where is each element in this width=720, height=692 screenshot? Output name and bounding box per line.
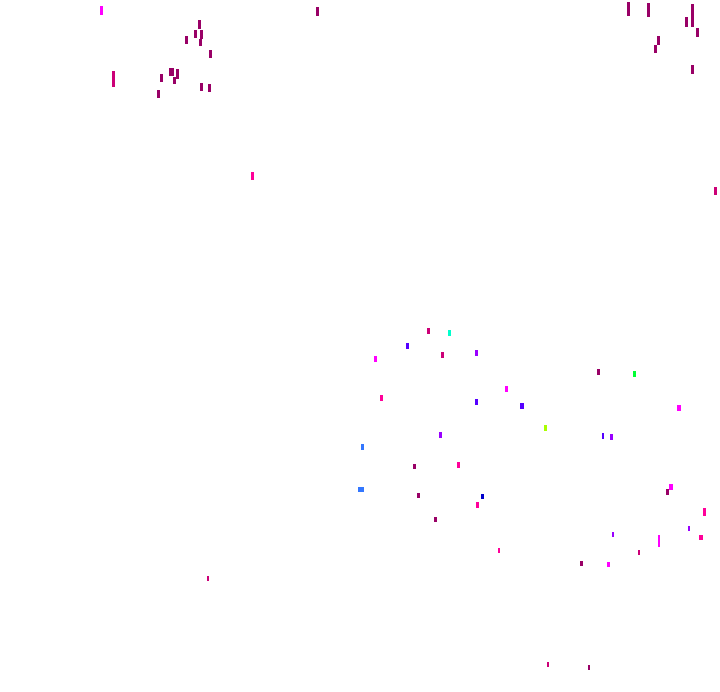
color-mark (169, 68, 174, 76)
color-mark (439, 432, 442, 438)
color-mark (374, 356, 377, 362)
color-mark (610, 434, 613, 440)
color-mark (176, 69, 179, 79)
color-mark (194, 30, 197, 38)
color-mark (434, 517, 437, 522)
color-mark (361, 444, 364, 450)
color-mark (699, 535, 703, 540)
color-mark (696, 28, 699, 37)
color-mark (627, 2, 630, 16)
color-mark (208, 84, 211, 92)
color-mark (602, 433, 604, 439)
color-mark (457, 462, 460, 468)
color-mark (647, 3, 650, 17)
color-mark (666, 489, 669, 495)
color-mark (173, 77, 176, 84)
color-mark (677, 405, 681, 411)
color-mark (448, 330, 451, 336)
color-mark (544, 425, 547, 431)
color-mark (703, 508, 706, 516)
color-mark (417, 493, 420, 498)
color-mark (380, 395, 383, 401)
color-mark (580, 561, 583, 566)
color-mark (160, 74, 163, 82)
color-mark (520, 403, 524, 409)
color-mark (198, 20, 201, 29)
color-mark (638, 550, 640, 555)
color-mark (691, 4, 694, 18)
color-mark (207, 576, 209, 581)
color-mark (654, 45, 657, 53)
color-mark (112, 71, 115, 87)
color-mark (505, 386, 508, 392)
color-mark (251, 172, 254, 180)
color-mark (607, 562, 610, 567)
color-mark (413, 464, 416, 469)
color-mark (498, 548, 500, 553)
color-mark (657, 36, 660, 45)
color-mark (612, 532, 614, 537)
color-mark (547, 662, 549, 667)
color-mark (476, 502, 479, 508)
color-mark (688, 526, 690, 531)
color-mark (100, 6, 103, 15)
color-mark (157, 90, 160, 98)
color-mark (209, 50, 212, 58)
color-mark (588, 665, 590, 670)
color-mark (691, 65, 694, 74)
color-mark (633, 371, 636, 377)
color-mark (358, 487, 364, 492)
color-mark (441, 352, 444, 358)
color-mark (481, 494, 484, 499)
color-mark (597, 369, 600, 375)
color-mark (714, 187, 717, 195)
color-mark (199, 39, 202, 46)
color-mark (200, 83, 203, 91)
color-mark (185, 36, 188, 44)
color-mark (658, 535, 660, 547)
color-mark (475, 399, 478, 405)
color-mark (406, 343, 409, 349)
color-mark (427, 328, 430, 334)
color-mark (475, 350, 478, 356)
color-mark (685, 17, 688, 27)
color-mark (316, 7, 319, 16)
color-mark (200, 30, 203, 39)
color-mark (691, 17, 694, 27)
color-mark (669, 484, 673, 490)
